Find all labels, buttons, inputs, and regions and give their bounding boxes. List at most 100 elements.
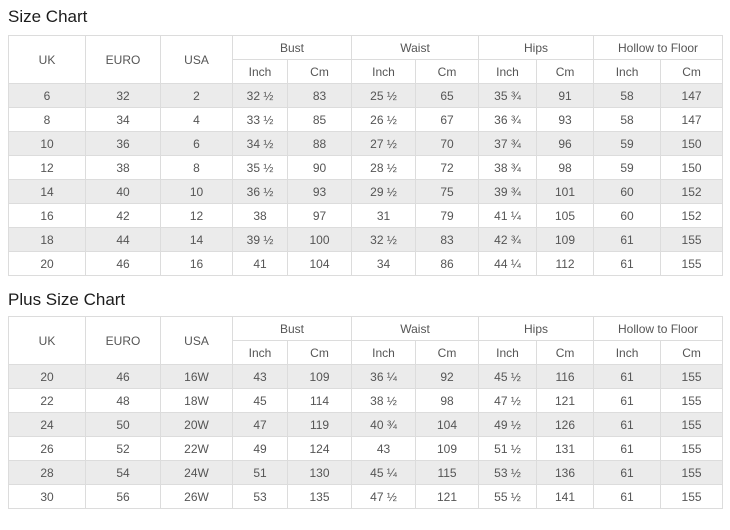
table-row: 14 40 10 36 ½ 93 29 ½ 75 39 ¾ 101 60 152 [8, 179, 724, 204]
table-cell: 141 [536, 484, 595, 509]
table-cell: 31 [351, 203, 417, 228]
table-cell: 40 [85, 179, 161, 204]
table-cell: 155 [660, 412, 724, 437]
table-cell: 37 ¾ [478, 131, 538, 156]
table-cell: 70 [415, 131, 480, 156]
table-cell: 53 ½ [478, 460, 538, 485]
table-cell: 51 [232, 460, 288, 485]
table-cell: 65 [415, 83, 480, 108]
table-cell: 155 [660, 364, 724, 389]
table-cell: 85 [286, 107, 353, 132]
table-cell: 79 [415, 203, 480, 228]
table-cell: 4 [160, 107, 233, 132]
table-cell: 32 [85, 83, 161, 108]
table-cell: 38 [85, 155, 161, 180]
header-group-row: UK EURO USA Bust Waist Hips Hollow to Fl… [8, 316, 724, 365]
size-chart-body: 6 32 2 32 ½ 83 25 ½ 65 35 ¾ 91 58 147 8 34 4 33 ½ 85 26 … [8, 83, 724, 276]
header-inch: Inch [478, 59, 538, 84]
table-cell: 35 ½ [232, 155, 288, 180]
table-cell: 115 [415, 460, 480, 485]
table-cell: 41 ¼ [478, 203, 538, 228]
header-uk: UK [8, 316, 86, 365]
table-cell: 43 [351, 436, 417, 461]
table-cell: 49 [232, 436, 288, 461]
table-cell: 33 ½ [232, 107, 288, 132]
table-cell: 61 [593, 227, 662, 252]
table-cell: 32 ½ [351, 227, 417, 252]
table-cell: 8 [160, 155, 233, 180]
header-bust: Bust [231, 35, 353, 60]
table-cell: 38 ½ [351, 388, 417, 413]
header-usa: USA [160, 316, 233, 365]
table-cell: 26 [8, 436, 86, 461]
table-cell: 72 [415, 155, 480, 180]
table-cell: 14 [8, 179, 86, 204]
table-cell: 88 [286, 131, 353, 156]
table-cell: 155 [660, 436, 724, 461]
table-cell: 24W [160, 460, 233, 485]
table-cell: 83 [286, 83, 353, 108]
header-inch: Inch [351, 59, 417, 84]
header-hips: Hips [478, 316, 595, 341]
table-cell: 109 [415, 436, 480, 461]
table-cell: 27 ½ [351, 131, 417, 156]
header-inch: Inch [351, 340, 417, 365]
table-cell: 126 [536, 412, 595, 437]
table-cell: 61 [593, 436, 662, 461]
table-row: 8 34 4 33 ½ 85 26 ½ 67 36 ¾ 93 58 147 [8, 107, 724, 132]
table-cell: 60 [593, 179, 662, 204]
header-bust: Bust [231, 316, 353, 341]
header-waist: Waist [351, 35, 480, 60]
table-cell: 54 [85, 460, 161, 485]
table-cell: 155 [660, 484, 724, 509]
table-row: 16 42 12 38 97 31 79 41 ¼ 105 60 152 [8, 203, 724, 228]
header-cm: Cm [415, 340, 480, 365]
table-cell: 8 [8, 107, 86, 132]
table-cell: 124 [286, 436, 353, 461]
header-euro: EURO [85, 316, 161, 365]
table-row: 26 52 22W 49 124 43 109 51 ½ 131 61 155 [8, 436, 724, 461]
table-cell: 147 [660, 83, 724, 108]
table-cell: 136 [536, 460, 595, 485]
table-cell: 45 [232, 388, 288, 413]
table-cell: 28 [8, 460, 86, 485]
table-cell: 28 ½ [351, 155, 417, 180]
table-cell: 22W [160, 436, 233, 461]
header-uk: UK [8, 35, 86, 84]
header-usa: USA [160, 35, 233, 84]
header-inch: Inch [593, 59, 662, 84]
table-cell: 38 ¾ [478, 155, 538, 180]
table-cell: 36 ¼ [351, 364, 417, 389]
header-cm: Cm [286, 340, 353, 365]
table-cell: 75 [415, 179, 480, 204]
table-cell: 90 [286, 155, 353, 180]
table-cell: 2 [160, 83, 233, 108]
table-cell: 48 [85, 388, 161, 413]
table-cell: 42 ¾ [478, 227, 538, 252]
plus-size-chart-body: 20 46 16W 43 109 36 ¼ 92 45 ½ 116 61 155 22 48 18W 45 1… [8, 364, 724, 509]
table-cell: 155 [660, 227, 724, 252]
table-cell: 16W [160, 364, 233, 389]
table-cell: 67 [415, 107, 480, 132]
table-cell: 97 [286, 203, 353, 228]
table-cell: 96 [536, 131, 595, 156]
table-cell: 98 [536, 155, 595, 180]
table-cell: 104 [415, 412, 480, 437]
table-cell: 30 [8, 484, 86, 509]
table-cell: 155 [660, 251, 724, 276]
table-cell: 109 [286, 364, 353, 389]
header-cm: Cm [415, 59, 480, 84]
table-cell: 38 [232, 203, 288, 228]
table-cell: 47 [232, 412, 288, 437]
table-cell: 16 [8, 203, 86, 228]
table-cell: 42 [85, 203, 161, 228]
table-cell: 47 ½ [478, 388, 538, 413]
table-cell: 105 [536, 203, 595, 228]
table-cell: 16 [160, 251, 233, 276]
table-row: 12 38 8 35 ½ 90 28 ½ 72 38 ¾ 98 59 150 [8, 155, 724, 180]
header-unit-row: Inch Cm Inch Cm Inch Cm Inch Cm [9, 59, 724, 84]
table-cell: 86 [415, 251, 480, 276]
table-cell: 56 [85, 484, 161, 509]
table-row: 22 48 18W 45 114 38 ½ 98 47 ½ 121 61 155 [8, 388, 724, 413]
table-cell: 50 [85, 412, 161, 437]
